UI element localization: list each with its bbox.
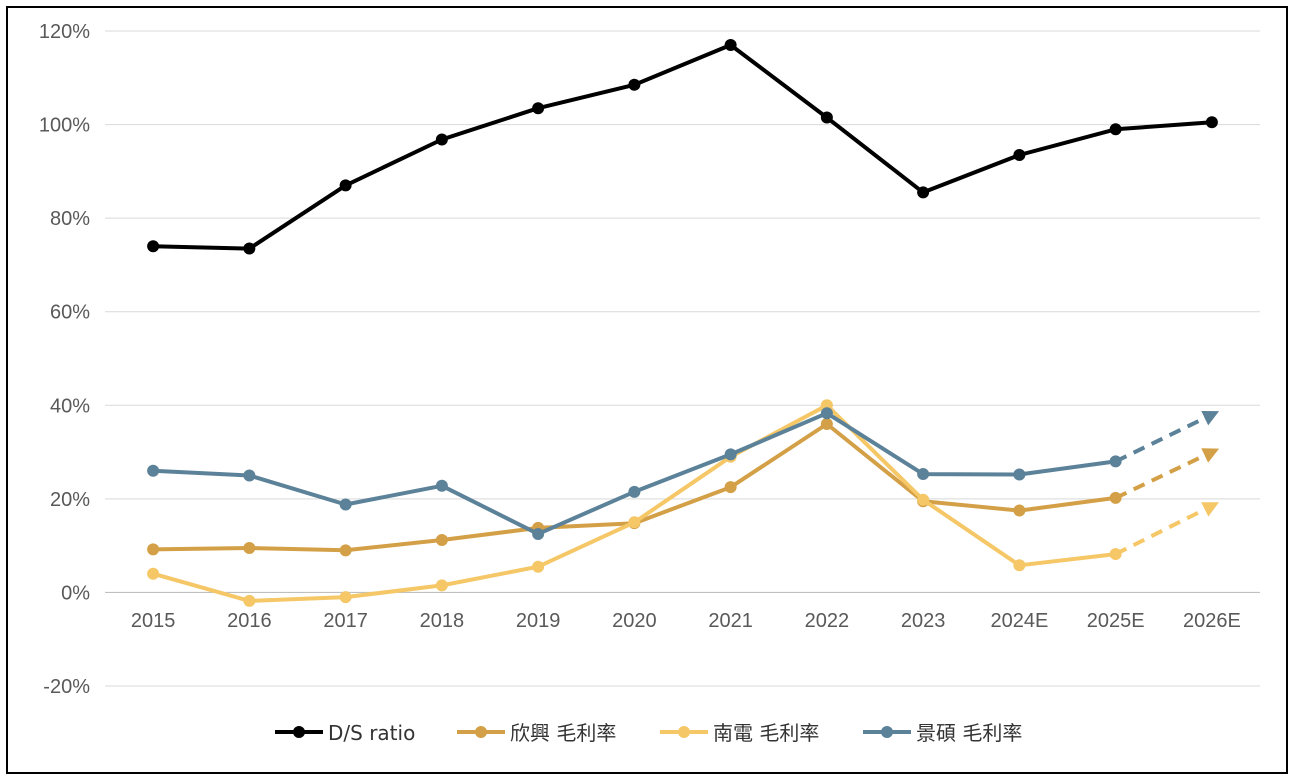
series-line	[152, 403, 1116, 603]
x-tick-label: 2026E	[1183, 610, 1241, 632]
y-tick-label: 40%	[50, 395, 90, 417]
y-tick-label: 120%	[39, 21, 90, 43]
x-tick-label: 2016	[227, 610, 272, 632]
y-tick-label: 80%	[50, 208, 90, 230]
x-tick-label: 2025E	[1087, 610, 1145, 632]
data-point	[147, 464, 160, 477]
series-line	[153, 43, 1213, 251]
data-point	[243, 469, 256, 482]
data-point	[243, 594, 256, 607]
data-point	[1205, 116, 1218, 129]
y-tick-label: -20%	[43, 676, 90, 698]
data-point	[243, 242, 256, 255]
data-point	[820, 407, 833, 420]
y-tick-label: 20%	[50, 489, 90, 511]
data-point	[532, 560, 545, 573]
data-point	[532, 102, 545, 115]
data-point	[339, 591, 352, 604]
data-point	[243, 541, 256, 554]
x-tick-label: 2022	[805, 610, 850, 632]
series-line	[153, 411, 1116, 536]
data-point	[820, 418, 833, 430]
y-tick-label: 100%	[39, 115, 90, 137]
data-point	[917, 493, 930, 506]
legend-label: D/S ratio	[328, 721, 415, 745]
data-point	[435, 479, 448, 492]
x-tick-label: 2015	[131, 610, 176, 632]
x-tick-label: 2019	[516, 610, 561, 632]
legend-swatch-marker	[881, 726, 893, 738]
data-point	[917, 468, 930, 481]
x-tick-label: 2017	[323, 610, 368, 632]
data-point	[435, 133, 448, 146]
x-tick-label: 2018	[420, 610, 465, 632]
data-point	[532, 527, 545, 540]
data-point	[1109, 491, 1122, 504]
y-tick-label: 60%	[50, 302, 90, 324]
x-tick-label: 2023	[901, 610, 946, 632]
legend-label: 景碩 毛利率	[916, 721, 1022, 745]
data-point	[724, 448, 737, 461]
legend-label: 欣興 毛利率	[510, 721, 616, 745]
data-point	[628, 78, 641, 91]
projection-arrow	[1114, 502, 1220, 556]
x-tick-label: 2024E	[990, 610, 1048, 632]
data-point	[1109, 455, 1122, 468]
data-point	[339, 544, 352, 557]
data-point	[1109, 548, 1122, 561]
data-point	[435, 579, 448, 592]
data-point	[1013, 468, 1026, 481]
data-point	[820, 111, 833, 124]
data-point	[339, 498, 352, 511]
x-tick-label: 2021	[708, 610, 753, 632]
data-point	[1013, 504, 1026, 517]
data-point	[724, 481, 737, 494]
data-point	[147, 240, 160, 253]
data-point	[628, 485, 641, 498]
data-point	[147, 543, 160, 556]
projection-arrow	[1114, 410, 1220, 464]
data-point	[339, 179, 352, 192]
data-point	[1109, 123, 1122, 136]
legend-swatch-marker	[678, 726, 690, 738]
data-point	[1013, 559, 1026, 572]
chart-frame	[6, 6, 1288, 774]
legend-swatch-marker	[293, 726, 305, 738]
y-tick-label: 0%	[61, 582, 90, 604]
projection-arrow	[1114, 448, 1220, 500]
data-point	[435, 534, 448, 547]
data-point	[917, 186, 930, 199]
data-point	[628, 516, 641, 529]
data-point	[724, 39, 737, 52]
data-point	[147, 567, 160, 580]
legend-label: 南電 毛利率	[713, 721, 819, 745]
data-point	[1013, 148, 1026, 161]
legend-swatch-marker	[475, 726, 487, 738]
x-tick-label: 2020	[612, 610, 657, 632]
